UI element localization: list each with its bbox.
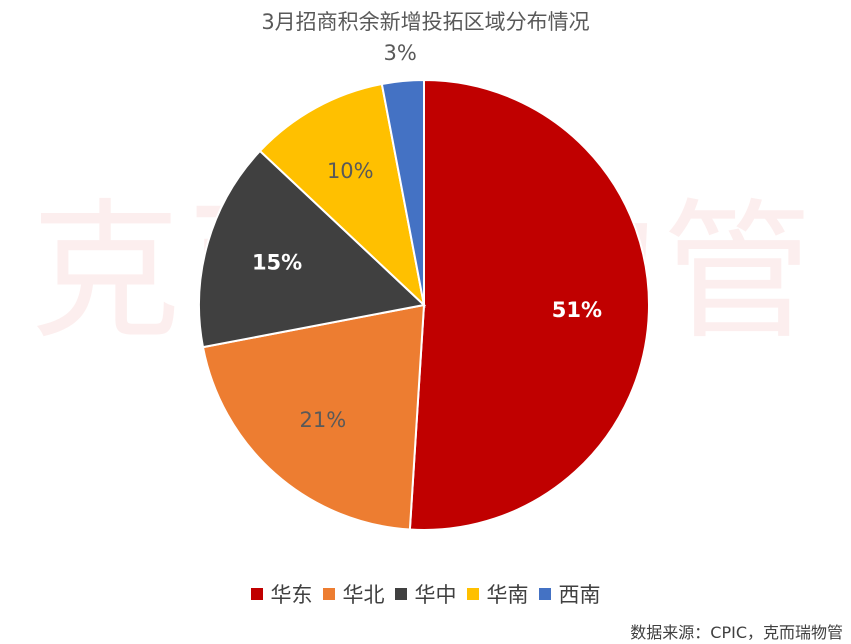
pie-chart: 51% 21% 15% 10% 3% (198, 41, 650, 531)
legend-label: 华南 (486, 583, 529, 607)
pie-slice-华东 (408, 78, 650, 531)
legend-swatch (538, 588, 551, 600)
pie-slice-华南 (258, 82, 426, 308)
chart-title: 3月招商积余新增投拓区域分布情况 (261, 10, 590, 34)
legend-label: 华中 (414, 583, 457, 607)
slice-label-华中: 15% (252, 250, 302, 274)
slice-label-华东: 51% (552, 298, 602, 322)
legend: 华东 华北 华中 华南 西南 (0, 579, 851, 609)
legend-label: 华北 (342, 583, 385, 607)
legend-item-华南: 华南 (466, 579, 529, 609)
legend-item-西南: 西南 (538, 579, 601, 609)
legend-item-华东: 华东 (250, 579, 313, 609)
source-note: 数据来源：CPIC，克而瑞物管 (630, 623, 843, 642)
legend-swatch (250, 588, 263, 600)
legend-label: 西南 (558, 583, 601, 607)
legend-item-华中: 华中 (394, 579, 457, 609)
legend-label: 华东 (270, 583, 313, 607)
legend-swatch (322, 588, 335, 600)
slice-label-华南: 10% (327, 159, 374, 183)
pie-slice-华北 (201, 303, 426, 531)
pie-slice-西南 (380, 78, 425, 306)
pie-slice-华中 (198, 149, 427, 349)
legend-item-华北: 华北 (322, 579, 385, 609)
legend-swatch (394, 588, 407, 600)
legend-swatch (466, 588, 479, 600)
slice-label-华北: 21% (299, 408, 346, 432)
slice-label-西南: 3% (384, 41, 417, 65)
